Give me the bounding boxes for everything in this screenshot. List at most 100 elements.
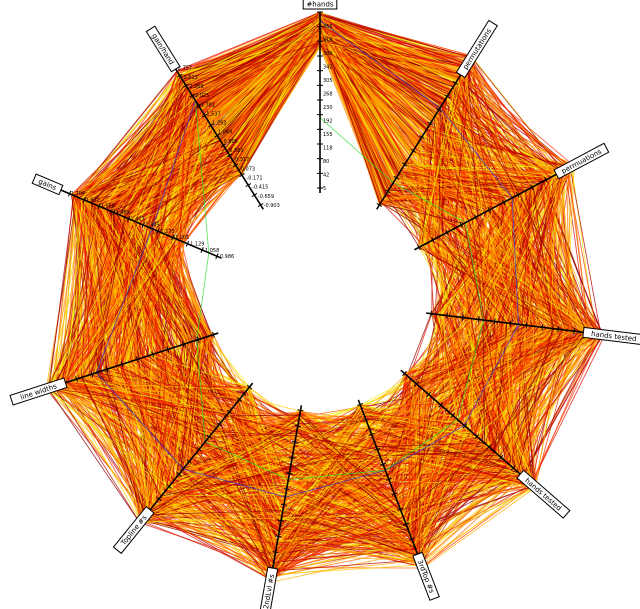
tick-label: 380	[323, 51, 333, 57]
axis-tick	[498, 454, 504, 461]
axis-tick	[126, 215, 131, 222]
axis-tick	[417, 244, 421, 251]
axis-tick	[414, 381, 419, 387]
axis-line	[357, 399, 424, 570]
axis-tick	[171, 234, 175, 241]
axis-tick	[166, 346, 170, 353]
axis-tick	[289, 456, 296, 459]
axis-tick	[214, 133, 220, 138]
axis-tick	[251, 193, 258, 198]
axis-tick	[181, 341, 185, 348]
axis-tick	[376, 203, 383, 208]
axis-tick	[427, 121, 434, 126]
axis-tick	[474, 433, 480, 440]
axis-tick	[410, 148, 417, 153]
data-polyline	[73, 43, 491, 546]
data-polyline	[75, 13, 532, 508]
axis-label: permutations	[455, 19, 499, 79]
tick-label: 1.417	[130, 216, 144, 222]
data-polyline	[95, 26, 493, 565]
data-polyline	[65, 13, 506, 462]
tick-label: 118	[323, 146, 333, 152]
tick-label: 5	[323, 186, 326, 192]
data-polyline	[95, 17, 563, 569]
tick-label: 0.073	[241, 166, 255, 172]
data-polyline	[108, 18, 535, 533]
axis-tick	[530, 184, 534, 191]
data-polyline	[78, 20, 533, 581]
tick-label: 1.129	[190, 242, 204, 248]
axis-tick	[473, 214, 478, 221]
axis-tick	[385, 189, 391, 194]
axis-label-text: Topline #s	[119, 514, 149, 548]
tick-label: 155	[323, 132, 333, 138]
axis-line	[376, 55, 474, 210]
axis-tick	[226, 153, 233, 158]
polyline-layer	[45, 11, 606, 585]
axis-tick	[430, 310, 433, 317]
axis-label: hands tested	[516, 469, 571, 519]
tick-label: 0.986	[220, 254, 234, 260]
tick-label: 305	[323, 78, 333, 84]
data-polyline	[128, 29, 545, 478]
tick-label: 1.537	[206, 111, 220, 117]
axis-tick	[401, 162, 408, 167]
axis-line	[138, 382, 254, 525]
axis-tick	[216, 422, 222, 427]
axis-tick	[195, 103, 202, 108]
axis-tick	[200, 247, 204, 253]
axis-label-box	[9, 377, 68, 406]
axis-tick	[286, 472, 293, 475]
axis-tick	[438, 402, 444, 408]
tick-label: 1.273	[160, 229, 174, 235]
axis-tick	[283, 488, 290, 491]
axes-layer: 455 418 380 342 305 268 230 192 155 118 80 42 5 #hand…	[9, 0, 640, 609]
tick-label: 1.201	[175, 235, 189, 241]
axis-label-box	[553, 142, 610, 180]
axis-tick	[156, 228, 160, 235]
axis-label: 2ndLvl #s	[258, 566, 279, 609]
axis-tick	[280, 503, 287, 506]
tick-label: 455	[323, 24, 333, 30]
axis-tick	[501, 199, 506, 206]
axis-tick	[452, 80, 459, 85]
data-polyline	[114, 26, 515, 515]
axis-tick	[450, 412, 456, 419]
axis-tick	[557, 326, 560, 333]
tick-label: 2.269	[189, 84, 203, 90]
tick-label: 192	[323, 119, 333, 125]
axis-tick	[426, 391, 432, 398]
axis-tick	[510, 465, 516, 471]
data-polyline	[71, 15, 472, 513]
axis-tick	[541, 324, 544, 331]
tick-label: 1.704	[71, 191, 85, 197]
axis-tick	[418, 135, 425, 140]
tick-label: 1.560	[101, 204, 115, 210]
axis-tick	[408, 537, 415, 541]
tick-label: 1.489	[116, 210, 130, 216]
tick-label: 2.513	[184, 75, 198, 81]
axis-tick	[246, 384, 253, 390]
data-polyline	[151, 14, 532, 572]
data-polyline	[58, 25, 572, 545]
data-polyline	[126, 14, 538, 523]
axis-tick	[215, 253, 219, 260]
tick-label: 1.345	[145, 223, 159, 229]
data-polyline	[142, 29, 605, 442]
axis-tick	[294, 425, 301, 428]
data-polyline	[81, 26, 508, 557]
tick-label: -0.171	[246, 176, 262, 182]
axis-tick	[208, 123, 214, 128]
data-polyline	[133, 30, 574, 430]
axis-tick	[141, 222, 145, 228]
axis-label-box	[112, 505, 155, 555]
data-polyline	[59, 42, 574, 555]
data-polyline	[71, 25, 576, 442]
tick-label: 1.049	[218, 130, 232, 136]
axis-tick	[75, 376, 78, 383]
tick-label: 1.058	[205, 248, 219, 254]
data-polyline	[96, 22, 485, 497]
axis-tick	[183, 83, 189, 88]
axis-tick	[220, 143, 227, 148]
